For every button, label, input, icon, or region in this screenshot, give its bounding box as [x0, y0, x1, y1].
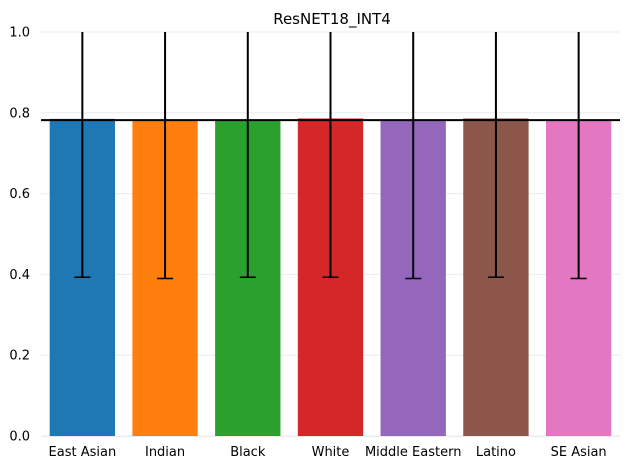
- y-axis: 0.0 0.2 0.4 0.6 0.8 1.0: [9, 26, 30, 445]
- y-tick-label: 0.4: [9, 268, 30, 283]
- x-tick-label: White: [312, 445, 350, 460]
- y-tick-label: 1.0: [9, 26, 30, 41]
- x-axis: East Asian Indian Black White Middle Eastern…: [49, 445, 607, 460]
- x-tick-label: Latino: [476, 445, 516, 460]
- y-tick-label: 0.6: [9, 187, 30, 202]
- x-tick-label: Middle Eastern: [365, 445, 461, 460]
- x-tick-label: Indian: [145, 445, 185, 460]
- y-tick-label: 0.8: [9, 106, 30, 121]
- chart-title: ResNET18_INT4: [273, 10, 391, 29]
- y-tick-label: 0.2: [9, 349, 30, 364]
- x-tick-label: SE Asian: [551, 445, 607, 460]
- y-tick-label: 0.0: [9, 430, 30, 445]
- x-tick-label: Black: [230, 445, 266, 460]
- error-bars: [74, 32, 587, 280]
- x-tick-label: East Asian: [49, 445, 117, 460]
